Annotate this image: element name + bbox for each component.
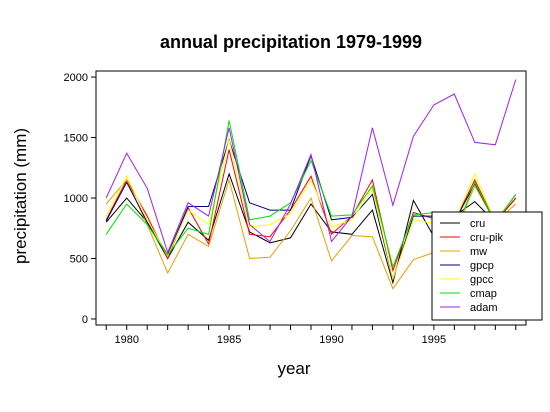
x-tick-label: 1990 (319, 334, 343, 346)
y-axis: 0 500 1000 1500 2000 (64, 72, 96, 326)
legend-label-adam: adam (470, 302, 498, 314)
x-tick-label: 1985 (217, 334, 241, 346)
x-axis-label: year (277, 359, 310, 378)
chart-title: annual precipitation 1979-1999 (160, 32, 422, 52)
y-axis-label: precipitation (mm) (11, 128, 30, 264)
y-tick-label: 500 (70, 253, 88, 265)
x-tick-label: 1980 (114, 334, 138, 346)
legend-label-cmap: cmap (470, 288, 497, 300)
legend-label-cru: cru (470, 218, 485, 230)
y-tick-label: 1000 (64, 193, 88, 205)
legend: cru cru-pik mw gpcp gpcc cmap adam (431, 211, 543, 321)
legend-label-mw: mw (470, 246, 487, 258)
y-tick-label: 0 (82, 314, 88, 326)
legend-label-gpcp: gpcp (470, 260, 494, 272)
legend-label-cru-pik: cru-pik (470, 232, 504, 244)
x-axis: 1980 1985 1990 1995 (105, 325, 517, 346)
legend-box (431, 211, 543, 321)
y-tick-label: 1500 (64, 133, 88, 145)
x-tick-label: 1995 (422, 334, 446, 346)
legend-label-gpcc: gpcc (470, 274, 494, 286)
series-line-adam (105, 79, 517, 254)
y-tick-label: 2000 (64, 72, 88, 84)
